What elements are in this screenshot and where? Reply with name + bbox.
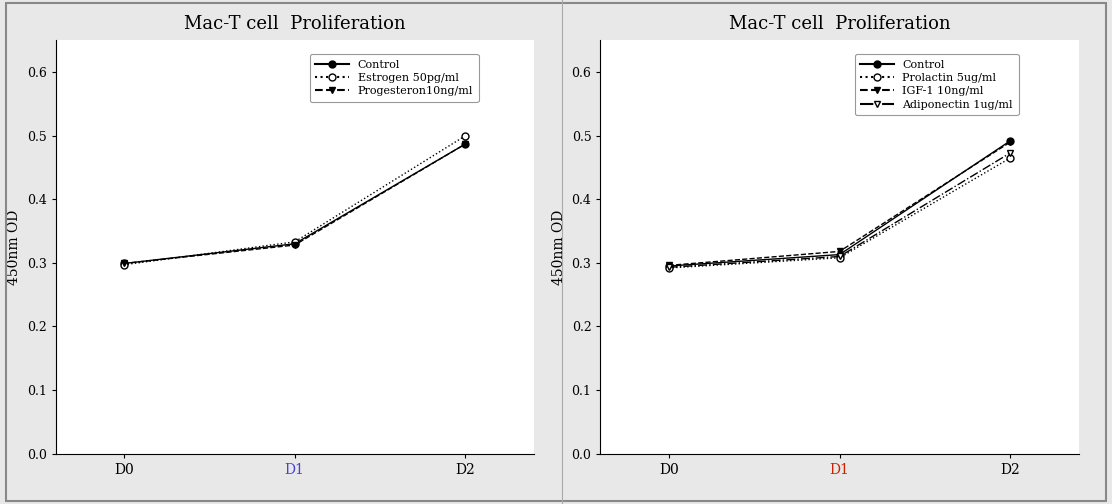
Legend: Control, Estrogen 50pg/ml, Progesteron10ng/ml: Control, Estrogen 50pg/ml, Progesteron10… [310,54,478,102]
Y-axis label: 450nm OD: 450nm OD [7,209,21,285]
Y-axis label: 450nm OD: 450nm OD [552,209,566,285]
Title: Mac-T cell  Proliferation: Mac-T cell Proliferation [183,15,406,33]
Legend: Control, Prolactin 5ug/ml, IGF-1 10ng/ml, Adiponectin 1ug/ml: Control, Prolactin 5ug/ml, IGF-1 10ng/ml… [855,54,1019,115]
Title: Mac-T cell  Proliferation: Mac-T cell Proliferation [728,15,951,33]
